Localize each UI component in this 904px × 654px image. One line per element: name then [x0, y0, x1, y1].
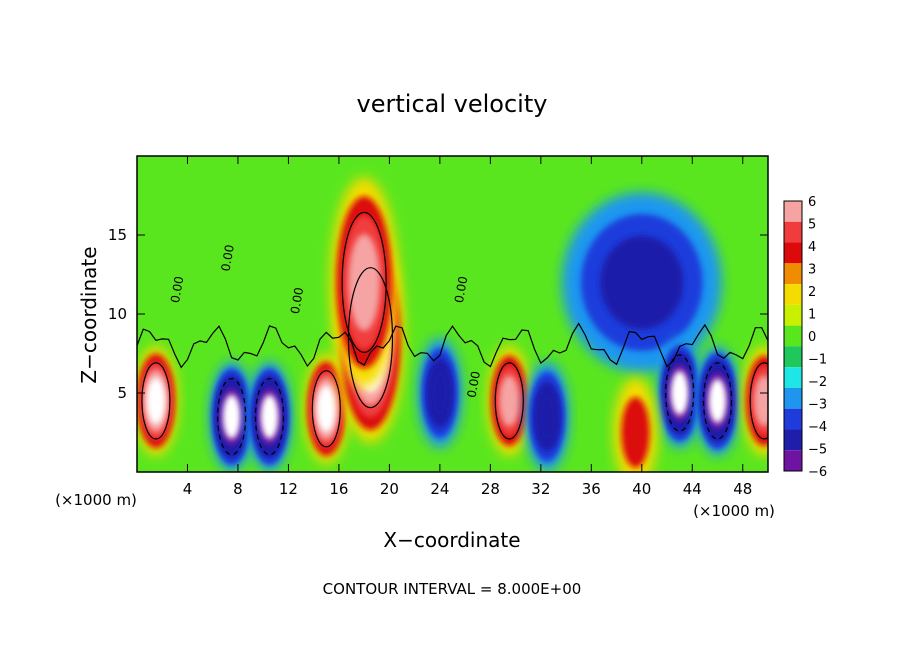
contour-labels: 0.00 0.00 0.00 0.00 0.00: [168, 244, 483, 399]
field-feature: [209, 361, 254, 472]
x-tick-label: 20: [380, 480, 399, 498]
field-feature: [525, 361, 570, 472]
contour-lines: [137, 211, 768, 456]
field-blob: [708, 378, 727, 423]
x-unit-right: (×1000 m): [693, 502, 775, 520]
field-feature: [742, 345, 768, 456]
footnote: CONTOUR INTERVAL = 8.000E+00: [323, 580, 582, 598]
field-blob: [429, 367, 450, 419]
x-axis-ticks: 4 8 12 16 20 24 28 32 36 40 44 48: [183, 156, 752, 498]
colorbar-swatch: [784, 242, 802, 264]
colorbar-label: 5: [808, 218, 816, 233]
field-feature: [417, 338, 462, 448]
contour-line: [141, 362, 171, 440]
zero-contour: [137, 322, 768, 369]
y-axis-label: Z−coordinate: [77, 246, 101, 383]
y-tick-label: 10: [108, 305, 127, 323]
colorbar-swatch: [784, 450, 802, 471]
colorbar-swatch: [784, 408, 802, 430]
colorbar-frame: [783, 200, 803, 472]
colorbar-label: 6: [808, 195, 816, 210]
contour-line: [665, 354, 695, 432]
colorbar-label: −3: [808, 398, 827, 413]
contour-line: [494, 362, 524, 440]
field-blob: [600, 235, 684, 330]
contour-line: [311, 370, 341, 448]
colorbar-swatch: [784, 284, 802, 305]
plot-area: 0.00 0.00 0.00 0.00 0.00: [137, 156, 768, 472]
x-tick-label: 24: [430, 480, 449, 498]
contour-line: [749, 362, 768, 440]
field-blob: [754, 375, 768, 427]
colorbar-label: 1: [808, 308, 816, 323]
field-blob: [222, 394, 241, 439]
field-feature: [137, 345, 178, 456]
y-tick-label: 5: [117, 384, 127, 402]
field-blob: [260, 394, 279, 439]
x-tick-label: 4: [183, 480, 193, 498]
field-feature: [695, 345, 740, 456]
colorbar-label: −6: [808, 465, 827, 480]
colorbar-swatch: [784, 429, 802, 451]
colorbar-swatch: [784, 221, 802, 243]
contour-line: [217, 378, 247, 456]
x-tick-label: 36: [582, 480, 601, 498]
colorbar-label: −2: [808, 375, 827, 390]
field-blob: [348, 234, 380, 331]
colorbar-swatch: [784, 263, 802, 285]
field-feature: [330, 177, 399, 388]
x-tick-label: 48: [733, 480, 752, 498]
colorbar-label: −5: [808, 443, 827, 458]
field-blob: [670, 371, 689, 415]
contour-line: [254, 378, 285, 456]
x-tick-label: 16: [329, 480, 348, 498]
colorbar-swatch: [784, 346, 802, 368]
colorbar-label: −1: [808, 353, 827, 368]
contour-label: 0.00: [465, 370, 483, 399]
field-feature: [247, 361, 292, 472]
colorbar-label: 0: [808, 330, 816, 345]
x-tick-label: 32: [531, 480, 550, 498]
colorbar: 6 5 4 3 2 1 0 −1 −2 −3 −4 −5 −6: [783, 195, 827, 480]
x-tick-label: 12: [279, 480, 298, 498]
y-axis-ticks: 5 10 15: [108, 226, 768, 402]
colorbar-swatch: [784, 367, 802, 388]
colorbar-swatch: [784, 387, 802, 409]
velocity-field: [137, 177, 768, 472]
colorbar-label: 4: [808, 240, 816, 255]
x-tick-label: 8: [233, 480, 243, 498]
field-blob: [621, 397, 650, 468]
x-axis-label: X−coordinate: [383, 528, 520, 552]
contour-label: 0.00: [218, 244, 236, 273]
field-blob: [537, 391, 558, 443]
contour-label: 0.00: [168, 275, 186, 304]
colorbar-swatch: [784, 325, 802, 347]
contour-label: 0.00: [288, 286, 306, 315]
colorbar-label: 2: [808, 285, 816, 300]
chart-title: vertical velocity: [357, 90, 548, 118]
contour-line: [341, 211, 387, 353]
contour-line: [702, 362, 733, 440]
contour-label: 0.00: [452, 275, 470, 304]
colorbar-swatch: [784, 304, 802, 326]
x-tick-label: 44: [683, 480, 702, 498]
colorbar-swatch: [784, 201, 802, 222]
field-blob: [316, 385, 336, 433]
x-unit-left: (×1000 m): [55, 491, 137, 509]
y-tick-label: 15: [108, 226, 127, 244]
field-feature: [304, 353, 349, 464]
colorbar-label: 3: [808, 263, 816, 278]
x-tick-label: 28: [481, 480, 500, 498]
field-blob: [499, 375, 520, 427]
field-feature: [613, 377, 658, 472]
x-tick-label: 40: [632, 480, 651, 498]
field-feature: [487, 345, 532, 456]
field-blob: [146, 377, 166, 425]
field-feature: [561, 192, 722, 373]
colorbar-label: −4: [808, 420, 827, 435]
